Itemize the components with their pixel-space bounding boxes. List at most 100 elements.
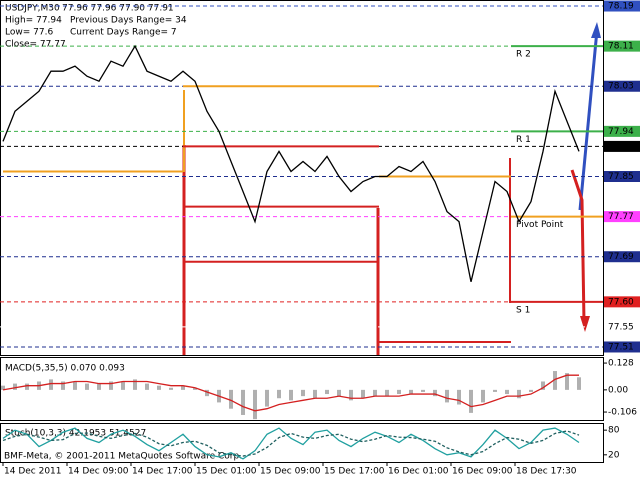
histogram-bar [361, 389, 365, 399]
histogram-bar [277, 389, 281, 399]
histogram-bar [1, 385, 5, 390]
histogram-bar [49, 379, 53, 390]
quote: 77.96 77.96 77.90 77.91 [62, 4, 174, 14]
price-line [2, 44, 580, 282]
histogram-bar [73, 381, 77, 390]
histogram-bar [145, 383, 149, 390]
y-tick-label: 77.69 [608, 252, 634, 262]
histogram-bar [481, 389, 485, 403]
level-label: Pivot Point [516, 220, 564, 230]
y-tick-label: 77.85 [608, 172, 634, 182]
forecast-arrow [570, 169, 586, 323]
chart-title: USDJPY,M30 [5, 4, 60, 14]
histogram-bar [469, 389, 473, 413]
annotation: High= 77.94 [5, 16, 62, 26]
histogram-bar [529, 389, 533, 392]
histogram-bar [109, 381, 113, 390]
histogram-bar [229, 389, 233, 409]
signal-line [2, 430, 580, 457]
x-tick-label: 15 Dec 09:00 [260, 467, 321, 477]
arrow-head [591, 22, 601, 38]
x-tick-label: 18 Dec 17:30 [516, 467, 577, 477]
histogram-bar [169, 387, 173, 390]
histogram-bar [289, 389, 293, 401]
main-panel [0, 0, 604, 356]
price-box [604, 125, 640, 137]
y-tick-label: 0.128 [608, 359, 634, 369]
annotation: Low= 77.6 [5, 28, 53, 38]
x-tick-label: 15 Dec 17:00 [324, 467, 385, 477]
footer: BMF-Meta, © 2001-2011 MetaQuotes Softwar… [4, 452, 242, 462]
annotation: Close= 77.77 [5, 40, 66, 50]
y-tick-label: 0.00 [608, 385, 628, 395]
histogram-bar [577, 377, 581, 390]
forecast-arrow [578, 29, 599, 211]
price-box [604, 251, 640, 263]
histogram-bar [265, 389, 269, 407]
histogram-bar [13, 383, 17, 390]
price-box [604, 211, 640, 223]
price-line [2, 427, 580, 460]
y-tick-label: 77.55 [608, 322, 634, 332]
arrow-head [580, 316, 590, 332]
histogram-bar [397, 389, 401, 395]
histogram-bar [61, 381, 65, 390]
y-tick-label: 78.03 [608, 82, 634, 92]
price-box [604, 321, 640, 333]
y-tick-label: 77.51 [608, 342, 634, 352]
level-label: S 1 [516, 305, 530, 315]
annotation: Current Days Range= 7 [70, 28, 177, 38]
y-tick-label: 78.19 [608, 2, 634, 12]
annotation: Previous Days Range= 34 [70, 16, 187, 26]
histogram-bar [157, 385, 161, 390]
histogram-bar [373, 389, 377, 397]
histogram-bar [301, 389, 305, 397]
histogram-bar [337, 389, 341, 397]
histogram-bar [325, 389, 329, 395]
y-tick-label: 20 [608, 450, 620, 460]
histogram-bar [541, 381, 545, 390]
price-box [604, 0, 640, 12]
histogram-bar [241, 389, 245, 415]
histogram-bar [97, 383, 101, 390]
histogram-bar [505, 389, 509, 395]
histogram-bar [493, 389, 497, 392]
y-tick-label: -0.106 [608, 408, 637, 418]
x-tick-label: 14 Dec 09:00 [68, 467, 129, 477]
x-tick-label: 15 Dec 01:00 [196, 467, 257, 477]
histogram-bar [457, 389, 461, 405]
price-box [604, 40, 640, 52]
stoch-panel [0, 423, 604, 463]
histogram-bar [409, 389, 413, 395]
x-tick-label: 14 Dec 2011 [4, 467, 62, 477]
y-tick-label: 80 [608, 426, 620, 436]
level-label: R 2 [516, 50, 531, 60]
histogram-bar [313, 389, 317, 399]
histogram-bar [85, 383, 89, 390]
y-tick-label: 77.60 [608, 297, 634, 307]
signal-line [2, 374, 579, 412]
price-box [604, 296, 640, 308]
histogram-bar [445, 389, 449, 403]
y-tick-label: 77.77 [608, 212, 634, 222]
price-box [604, 170, 640, 182]
histogram-bar [553, 371, 557, 390]
histogram-bar [181, 385, 185, 390]
x-tick-label: 16 Dec 09:00 [452, 467, 513, 477]
macd-panel [0, 357, 604, 421]
y-tick-label: 77.91 [608, 142, 634, 152]
histogram-bar [253, 389, 257, 420]
price-box [604, 341, 640, 353]
histogram-bar [517, 389, 521, 399]
macd-title: MACD(5,35,5) 0.070 0.093 [5, 364, 125, 374]
histogram-bar [205, 389, 209, 397]
histogram-bar [385, 389, 389, 397]
level-label: R 1 [516, 135, 531, 145]
price-box [604, 80, 640, 92]
y-tick-label: 78.11 [608, 42, 634, 52]
histogram-bar [421, 389, 425, 392]
x-tick-label: 16 Dec 01:00 [388, 467, 449, 477]
x-tick-label: 14 Dec 17:00 [132, 467, 193, 477]
